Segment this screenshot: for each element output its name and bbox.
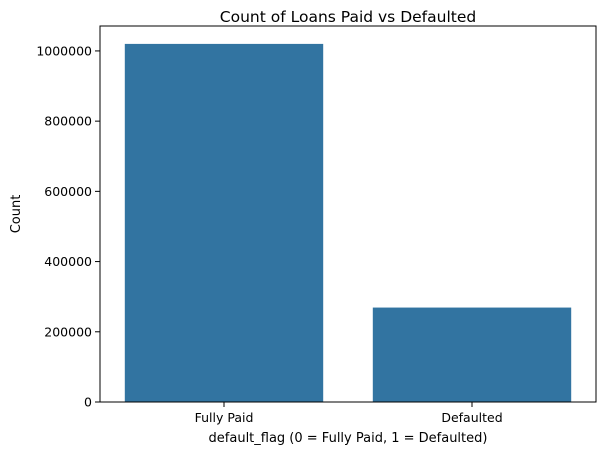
plot-frame <box>99 25 597 403</box>
bar-fully-paid <box>124 43 324 403</box>
y-tick-label: 800000 <box>44 114 92 129</box>
y-tick-label: 1000000 <box>36 43 92 58</box>
chart-title: Count of Loans Paid vs Defaulted <box>220 8 476 26</box>
x-axis-label: default_flag (0 = Fully Paid, 1 = Defaul… <box>209 431 488 446</box>
y-tick-label: 600000 <box>44 184 92 199</box>
y-axis: 0 200000 400000 600000 800000 1000000 <box>36 43 100 410</box>
y-axis-label: Count <box>9 195 24 234</box>
x-tick-label: Fully Paid <box>195 410 254 425</box>
y-tick-label: 0 <box>84 395 92 410</box>
bar-defaulted <box>372 307 572 402</box>
bars-group <box>124 43 572 403</box>
x-axis: Fully Paid Defaulted <box>195 402 503 425</box>
x-tick-label: Defaulted <box>441 410 502 425</box>
y-tick-label: 400000 <box>44 254 92 269</box>
y-tick-label: 200000 <box>44 324 92 339</box>
